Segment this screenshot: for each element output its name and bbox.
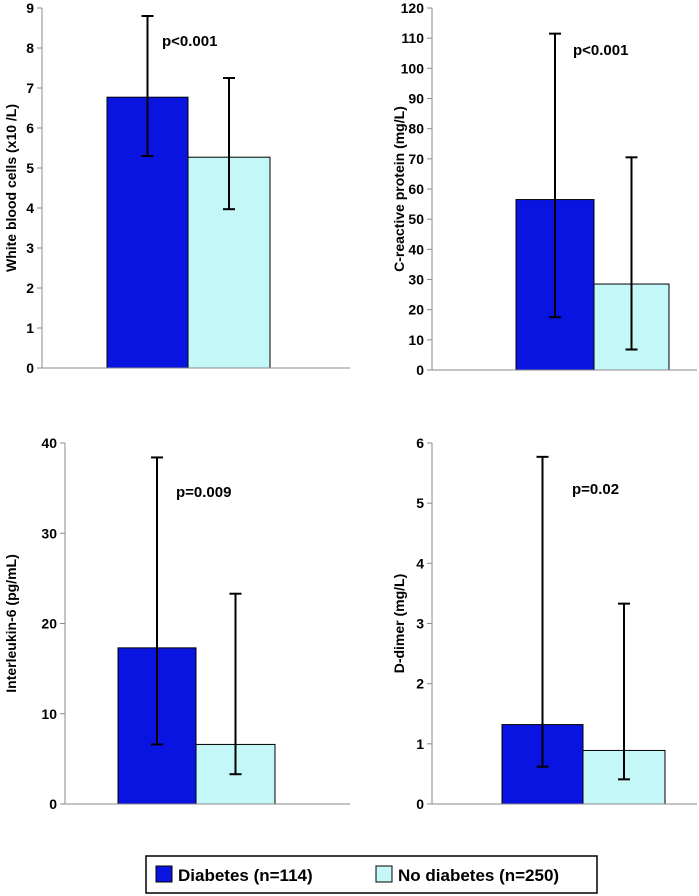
y-tick-label: 30 [41, 525, 57, 541]
y-tick-label: 60 [408, 181, 424, 197]
y-tick-label: 30 [408, 272, 424, 288]
p-value-annotation: p=0.02 [572, 481, 619, 498]
y-tick-label: 0 [416, 362, 424, 378]
legend: Diabetes (n=114) No diabetes (n=250) [145, 855, 598, 894]
y-axis-label: Interleukin-6 (pg/mL) [3, 554, 19, 692]
legend-frame [145, 855, 598, 894]
y-tick-label: 5 [26, 160, 34, 176]
y-tick-label: 5 [416, 495, 424, 511]
y-tick-label: 50 [408, 211, 424, 227]
y-tick-label: 1 [416, 736, 424, 752]
y-tick-label: 6 [416, 435, 424, 451]
legend-swatch-diabetes [155, 865, 173, 883]
chart-panel-1: 0 1 2 3 4 5 6 7 8 9 White blood cells (x10 /L) p<0.… [3, 0, 350, 376]
y-tick-label: 90 [408, 91, 424, 107]
y-axis-label: White blood cells (x10 /L) [3, 104, 19, 272]
y-tick-label: 110 [401, 30, 424, 46]
y-tick-label: 80 [408, 121, 424, 137]
y-tick-label: 4 [26, 200, 34, 216]
legend-label-no-diabetes: No diabetes (n=250) [398, 866, 559, 885]
y-tick-label: 2 [416, 676, 424, 692]
y-axis-label: C-reactive protein (mg/L) [391, 106, 407, 272]
y-tick-label: 10 [408, 332, 424, 348]
y-tick-label: 1 [26, 320, 34, 336]
legend-swatch-no-diabetes [375, 865, 393, 883]
chart-panel-2: 0 10 20 30 40 50 60 70 80 90 100 110 120 C-reactive p… [391, 0, 697, 378]
y-tick-label: 9 [26, 0, 34, 16]
y-tick-label: 3 [416, 616, 424, 632]
y-tick-label: 0 [416, 796, 424, 812]
y-tick-label: 0 [26, 360, 34, 376]
y-tick-label: 4 [416, 555, 424, 571]
chart-panel-4: 0 1 2 3 4 5 6 D-dimer (mg/L) p=0.02 [391, 435, 697, 812]
chart-panel-3: 0 10 20 30 40 Interleukin-6 (pg/mL) p=0.009 [3, 435, 350, 812]
legend-label-diabetes: Diabetes (n=114) [178, 866, 313, 885]
y-tick-label: 0 [49, 796, 57, 812]
p-value-annotation: p<0.001 [162, 33, 217, 50]
y-tick-label: 70 [408, 151, 424, 167]
y-tick-label: 20 [408, 302, 424, 318]
y-tick-label: 10 [41, 706, 57, 722]
y-tick-label: 40 [408, 241, 424, 257]
y-tick-label: 40 [41, 435, 57, 451]
y-tick-label: 120 [401, 0, 425, 16]
y-tick-label: 100 [401, 60, 425, 76]
y-tick-label: 20 [41, 616, 57, 632]
p-value-annotation: p<0.001 [573, 42, 628, 59]
y-tick-label: 2 [26, 280, 34, 296]
y-axis-label: D-dimer (mg/L) [391, 574, 407, 674]
y-tick-label: 3 [26, 240, 34, 256]
p-value-annotation: p=0.009 [176, 484, 231, 501]
y-tick-label: 7 [26, 80, 34, 96]
y-tick-label: 6 [26, 120, 34, 136]
y-tick-label: 8 [26, 40, 34, 56]
